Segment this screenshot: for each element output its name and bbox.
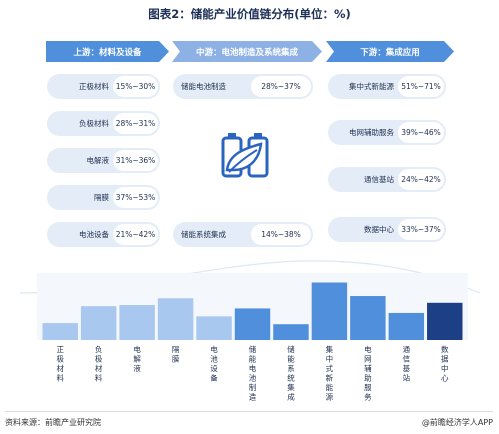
tick-label-1: 正极材料 [56,345,64,383]
upstream-row-label: 电池设备 [79,230,109,239]
upstream-row: 电池设备 21%~42% [47,222,160,247]
upstream-row-label: 隔膜 [94,193,109,202]
downstream-row: 电网辅助服务 39%~46% [328,120,446,145]
upstream-header: 上游：材料及设备 [46,41,169,62]
bar-11 [427,302,463,340]
tick-label-6: 储能电池制造 [249,344,257,402]
battery-leaf-icon [215,130,275,182]
tick-label-2: 负极材料 [95,344,103,383]
midstream-row-label: 储能系统集成 [181,230,226,239]
downstream-row: 集中式新能源 51%~71% [328,74,446,99]
value-bar-chart: 正极材料 负极材料 电解液 隔膜 电池设备 储能电池制造 储能系统集成 集中式新能源 电网辅助服… [37,273,468,402]
tick-label-4: 隔膜 [172,345,180,364]
brand-note: @前瞻经济学人APP [421,418,493,427]
downstream-row-label: 集中式新能源 [349,82,394,91]
upstream-row-label: 负极材料 [79,119,109,128]
footer-divider [5,411,493,412]
midstream-row: 储能电池制造 28%~37% [173,74,313,99]
source-note: 资料来源：前瞻产业研究院 [5,418,101,427]
midstream-row-value: 28%~37% [251,76,311,97]
tick-label-8: 集中式新能源 [326,344,334,402]
tick-label-3: 电解液 [133,344,141,373]
upstream-row-label: 正极材料 [79,82,109,91]
downstream-row-label: 数据中心 [364,225,394,234]
bar-9 [350,296,386,340]
upstream-row: 负极材料 28%~31% [47,111,160,136]
upstream-row: 电解液 31%~36% [47,148,160,173]
bar-6 [234,308,271,340]
upstream-row-value: 28%~31% [113,113,158,134]
bar-10 [388,312,425,340]
downstream-header: 下游：集成应用 [326,41,454,62]
tick-label-7: 储能系统集成 [287,344,295,402]
downstream-row-value: 39%~46% [398,122,444,143]
bar-1 [42,323,78,340]
downstream-row-label: 电网辅助服务 [349,128,394,137]
bar-2 [80,306,117,340]
upstream-row: 隔膜 37%~53% [47,185,160,210]
downstream-row: 数据中心 33%~37% [328,217,446,242]
upstream-row-value: 37%~53% [113,187,158,208]
upstream-row: 正极材料 15%~30% [47,74,160,99]
tick-label-11: 数据中心 [441,344,449,383]
midstream-header: 中游：电池制造及系统集成 [172,41,322,62]
bar-8 [311,282,348,340]
tick-label-9: 电网辅助服务 [364,344,372,402]
midstream-row-label: 储能电池制造 [181,82,226,91]
downstream-row-value: 24%~42% [398,169,444,190]
midstream-row: 储能系统集成 14%~38% [173,222,313,247]
bar-5 [196,316,232,340]
bar-4 [157,298,194,340]
tick-label-5: 电池设备 [210,344,218,383]
upstream-row-value: 21%~42% [113,224,158,245]
chart-title: 图表2：储能产业价值链分布(单位：%) [148,7,351,21]
downstream-row-label: 通信基站 [364,175,394,184]
midstream-row-value: 14%~38% [251,224,311,245]
downstream-row-value: 51%~71% [398,76,444,97]
downstream-row: 通信基站 24%~42% [328,167,446,192]
upstream-row-value: 15%~30% [113,76,158,97]
bar-3 [119,305,155,340]
bar-7 [273,324,309,340]
downstream-row-value: 33%~37% [398,219,444,240]
upstream-row-value: 31%~36% [113,150,158,171]
upstream-row-label: 电解液 [86,156,110,165]
tick-label-10: 通信基站 [403,344,411,383]
